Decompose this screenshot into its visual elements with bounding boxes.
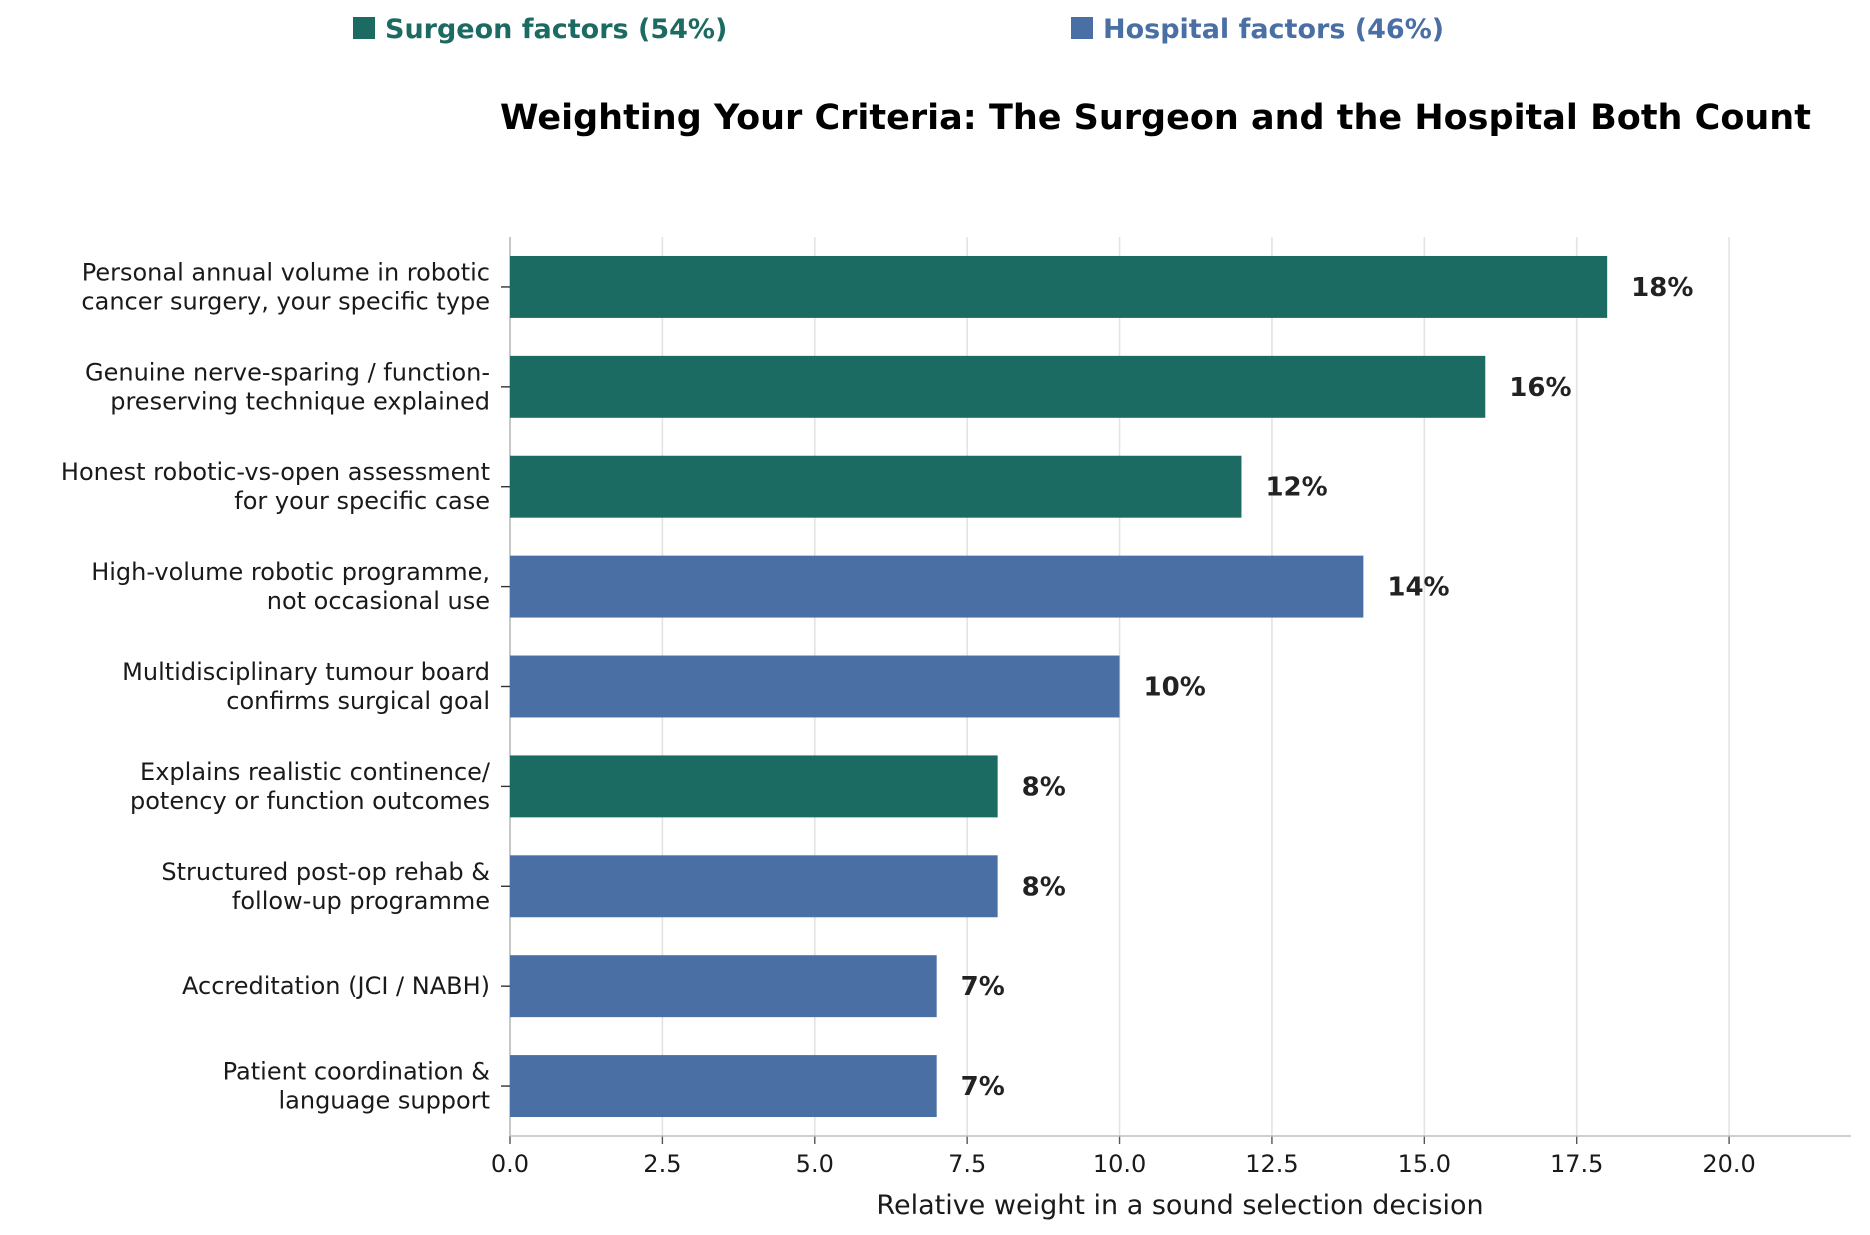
legend-hospital-label: Hospital factors (46%): [1103, 14, 1445, 45]
legend-hospital-swatch: [1071, 17, 1093, 39]
data-label: 16%: [1509, 373, 1571, 403]
category-label: Explains realistic continence/potency or…: [130, 758, 491, 815]
legend-surgeon-label: Surgeon factors (54%): [385, 14, 728, 45]
bar-surgeon: [510, 455, 1242, 518]
category-label-line: Genuine nerve-sparing / function-: [85, 358, 490, 386]
x-tick-label: 15.0: [1398, 1150, 1451, 1178]
category-label-line: Patient coordination &: [223, 1058, 490, 1086]
category-label: Accreditation (JCI / NABH): [182, 972, 490, 1000]
category-label: Multidisciplinary tumour board confirms s…: [122, 658, 490, 715]
bar-hospital: [510, 955, 937, 1018]
category-label-line: preserving technique explained: [110, 387, 490, 415]
category-label-line: follow-up programme: [232, 887, 490, 915]
category-label-line: not occasional use: [267, 587, 490, 615]
category-label-line: language support: [278, 1087, 490, 1115]
data-label: 14%: [1387, 573, 1449, 603]
category-label-line: Structured post-op rehab &: [161, 858, 490, 886]
bar-hospital: [510, 855, 998, 918]
bar-surgeon: [510, 355, 1486, 418]
category-label-line: for your specific case: [234, 487, 490, 515]
category-label-line: potency or function outcomes: [130, 787, 490, 815]
x-tick-label: 7.5: [948, 1150, 986, 1178]
x-tick-label: 12.5: [1245, 1150, 1298, 1178]
data-label: 10%: [1144, 673, 1206, 703]
legend-surgeon-swatch: [353, 17, 375, 39]
category-label: High-volume robotic programme, not occasi…: [91, 558, 490, 615]
data-label: 7%: [961, 1072, 1005, 1102]
bar-hospital: [510, 555, 1364, 618]
x-tick-label: 0.0: [491, 1150, 529, 1178]
legend-surgeon: Surgeon factors (54%): [353, 14, 727, 45]
category-label: Genuine nerve-sparing / function-preserv…: [85, 358, 490, 415]
category-label: Patient coordination & language support: [223, 1058, 490, 1115]
data-label: 8%: [1022, 772, 1066, 802]
x-tick-label: 10.0: [1093, 1150, 1146, 1178]
x-tick-label: 17.5: [1550, 1150, 1603, 1178]
legend-hospital: Hospital factors (46%): [1071, 14, 1444, 45]
bar-hospital: [510, 1055, 937, 1118]
x-tick-label: 20.0: [1702, 1150, 1755, 1178]
category-label-line: Accreditation (JCI / NABH): [182, 972, 490, 1000]
data-label: 8%: [1022, 872, 1066, 902]
chart-title: Weighting Your Criteria: The Surgeon and…: [500, 98, 1811, 138]
category-label-line: Multidisciplinary tumour board: [122, 658, 490, 686]
category-label-line: confirms surgical goal: [226, 687, 490, 715]
category-label: Structured post-op rehab & follow-up prog…: [161, 858, 490, 915]
category-label: Honest robotic-vs-open assessment for you…: [61, 458, 490, 515]
data-label: 7%: [961, 972, 1005, 1002]
category-label-line: cancer surgery, your specific type: [81, 287, 490, 315]
bar-hospital: [510, 655, 1120, 718]
category-label-line: Personal annual volume in robotic: [82, 258, 490, 286]
x-tick-label: 2.5: [643, 1150, 681, 1178]
bar-surgeon: [510, 255, 1608, 318]
category-label: Personal annual volume in robotic cancer …: [81, 258, 490, 315]
data-label: 18%: [1631, 273, 1693, 303]
x-tick-label: 5.0: [796, 1150, 834, 1178]
category-label-line: High-volume robotic programme,: [91, 558, 490, 586]
category-label-line: Honest robotic-vs-open assessment: [61, 458, 490, 486]
category-label-line: Explains realistic continence/: [140, 758, 491, 786]
bar-surgeon: [510, 755, 998, 818]
data-label: 12%: [1265, 473, 1327, 503]
x-axis-label: Relative weight in a sound selection dec…: [876, 1190, 1484, 1221]
